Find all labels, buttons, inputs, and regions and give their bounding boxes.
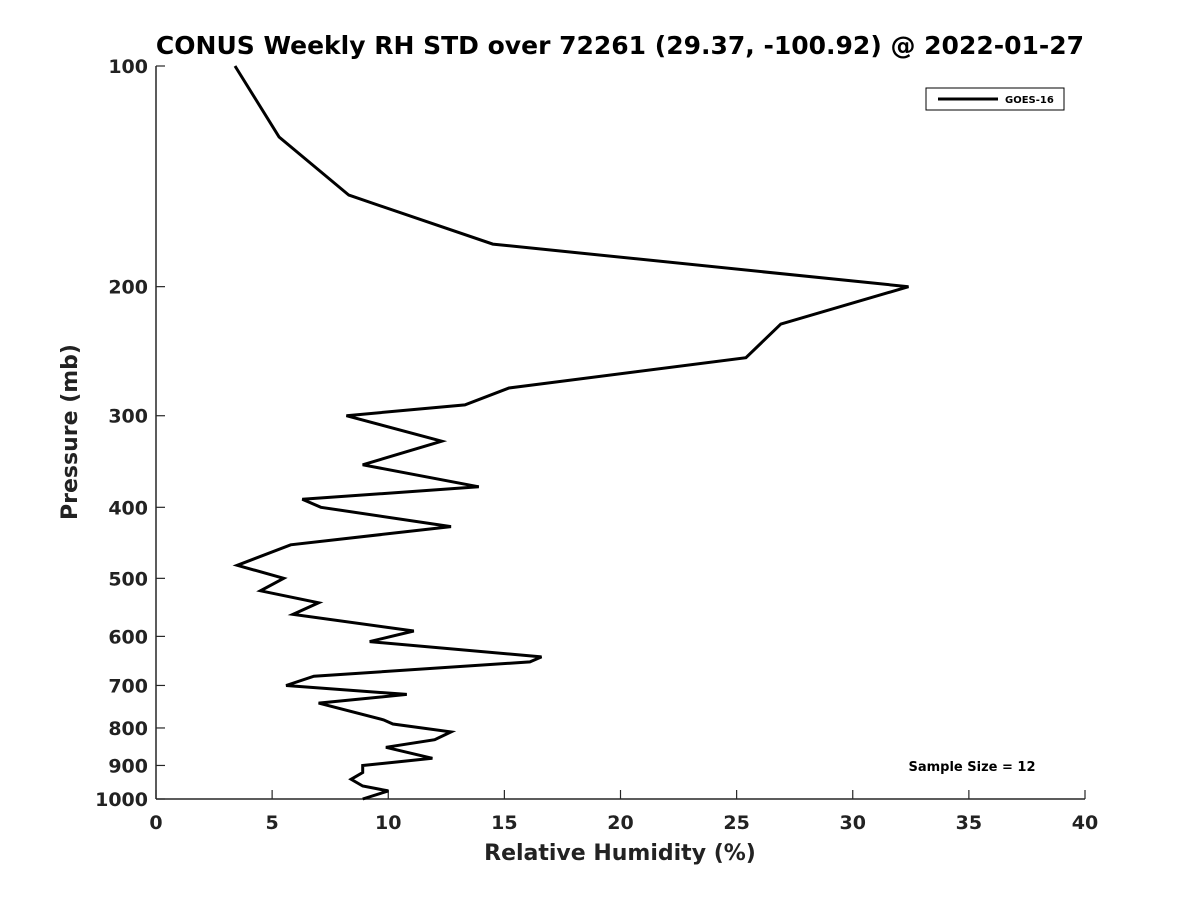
- y-tick-label: 200: [108, 277, 148, 299]
- y-tick-label: 800: [108, 718, 148, 740]
- x-tick-label: 15: [491, 812, 517, 834]
- series-layer: [232, 65, 909, 801]
- x-tick-label: 35: [956, 812, 982, 834]
- x-tick-label: 5: [266, 812, 279, 834]
- legend: GOES-16: [925, 87, 1065, 111]
- y-tick-label: 400: [108, 497, 148, 519]
- x-tick-label: 30: [840, 812, 866, 834]
- legend-label-goes-16: GOES-16: [1005, 95, 1054, 106]
- y-tick-label: 1000: [95, 789, 148, 811]
- x-tick-label: 0: [149, 812, 162, 834]
- y-tick-label: 500: [108, 568, 148, 590]
- y-tick-label: 900: [108, 755, 148, 777]
- y-axis-ticks: 100 200 300 400 500 600 700 800 900 1000: [95, 56, 165, 811]
- y-axis-label: Pressure (mb): [58, 344, 83, 520]
- x-tick-label: 25: [723, 812, 749, 834]
- x-tick-label: 20: [607, 812, 633, 834]
- chart-title: CONUS Weekly RH STD over 72261 (29.37, -…: [156, 31, 1084, 60]
- y-tick-label: 300: [108, 406, 148, 428]
- x-axis-ticks: 0 5 10 15 20 25 30 35 40: [149, 790, 1098, 834]
- y-tick-label: 100: [108, 56, 148, 78]
- x-axis-label: Relative Humidity (%): [484, 841, 756, 866]
- x-tick-label: 40: [1072, 812, 1098, 834]
- plot-axes: [155, 66, 1085, 800]
- y-tick-label: 700: [108, 675, 148, 697]
- x-tick-label: 10: [375, 812, 401, 834]
- y-tick-label: 600: [108, 626, 148, 648]
- sample-size-annotation: Sample Size = 12: [908, 760, 1035, 775]
- series-line-goes-16: [232, 65, 909, 801]
